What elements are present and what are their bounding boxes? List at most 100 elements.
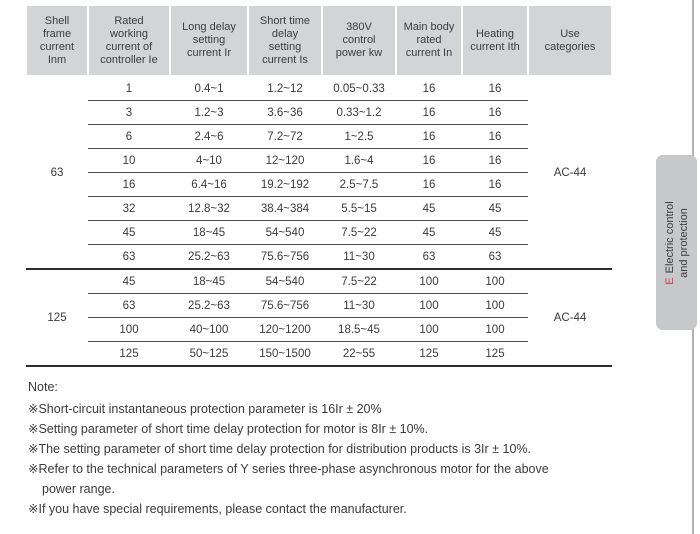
cell-long-delay-setting: 40~100 (170, 317, 248, 342)
cell-long-delay-setting: 25.2~63 (170, 293, 248, 318)
cell-control-power: 1.6~4 (322, 148, 396, 173)
cell-control-power: 1~2.5 (322, 124, 396, 149)
cell-use-category: AC-44 (528, 76, 612, 270)
col-header-heating-current: Heating current Ith (461, 4, 529, 77)
note-item: ※The setting parameter of short time del… (28, 442, 531, 456)
cell-rated-working-current: 16 (88, 172, 170, 197)
cell-shell-frame-current: 63 (26, 76, 88, 270)
table-row: 10 4~10 12~120 1.6~4 16 16 (26, 148, 612, 173)
cell-heating-current: 100 (462, 293, 528, 318)
col-header-main-body-rated-current: Main body rated current In (395, 4, 463, 77)
table-row: 6 2.4~6 7.2~72 1~2.5 16 16 (26, 124, 612, 149)
cell-main-body-rated-current: 125 (396, 341, 462, 367)
cell-long-delay-setting: 2.4~6 (170, 124, 248, 149)
cell-short-time-delay-setting: 1.2~12 (248, 76, 322, 101)
spec-table: Shell frame current Inm Rated working cu… (25, 4, 613, 367)
cell-long-delay-setting: 25.2~63 (170, 244, 248, 270)
spec-table-container: Shell frame current Inm Rated working cu… (25, 4, 613, 367)
cell-use-category: AC-44 (528, 269, 612, 367)
table-row: 3 1.2~3 3.6~36 0.33~1.2 16 16 (26, 100, 612, 125)
notes-section: Note: ※Short-circuit instantaneous prote… (28, 377, 668, 519)
cell-heating-current: 16 (462, 148, 528, 173)
cell-main-body-rated-current: 16 (396, 148, 462, 173)
cell-shell-frame-current: 125 (26, 269, 88, 367)
cell-rated-working-current: 32 (88, 196, 170, 221)
cell-rated-working-current: 45 (88, 269, 170, 294)
cell-main-body-rated-current: 100 (396, 317, 462, 342)
cell-main-body-rated-current: 100 (396, 293, 462, 318)
cell-heating-current: 16 (462, 76, 528, 101)
cell-main-body-rated-current: 100 (396, 269, 462, 294)
table-row: 125 45 18~45 54~540 7.5~22 100 100 AC-44 (26, 269, 612, 367)
cell-main-body-rated-current: 16 (396, 172, 462, 197)
cell-main-body-rated-current: 16 (396, 76, 462, 101)
table-row: 63 1 0.4~1 1.2~12 0.05~0.33 16 16 AC-44 (26, 76, 612, 270)
cell-main-body-rated-current: 63 (396, 244, 462, 270)
cell-control-power: 7.5~22 (322, 269, 396, 294)
cell-heating-current: 63 (462, 244, 528, 270)
cell-heating-current: 45 (462, 220, 528, 245)
note-item: ※Setting parameter of short time delay p… (28, 422, 429, 436)
cell-rated-working-current: 6 (88, 124, 170, 149)
cell-rated-working-current: 63 (88, 293, 170, 318)
cell-rated-working-current: 10 (88, 148, 170, 173)
cell-control-power: 22~55 (322, 341, 396, 367)
note-item: ※If you have special requirements, pleas… (28, 502, 407, 516)
cell-rated-working-current: 125 (88, 341, 170, 367)
section-tab-line2: and protection (677, 207, 690, 278)
cell-control-power: 11~30 (322, 244, 396, 270)
cell-heating-current: 16 (462, 124, 528, 149)
cell-short-time-delay-setting: 7.2~72 (248, 124, 322, 149)
cell-main-body-rated-current: 16 (396, 100, 462, 125)
section-tab-label: E Electric control and protection (663, 201, 691, 284)
cell-long-delay-setting: 18~45 (170, 269, 248, 294)
cell-main-body-rated-current: 45 (396, 196, 462, 221)
cell-long-delay-setting: 4~10 (170, 148, 248, 173)
cell-rated-working-current: 63 (88, 244, 170, 270)
cell-heating-current: 45 (462, 196, 528, 221)
cell-heating-current: 16 (462, 100, 528, 125)
cell-short-time-delay-setting: 120~1200 (248, 317, 322, 342)
section-tab-electric-control: E Electric control and protection (656, 155, 697, 330)
note-item: ※Refer to the technical parameters of Y … (28, 462, 549, 476)
col-header-use-categories: Use categories (527, 4, 613, 77)
cell-short-time-delay-setting: 75.6~756 (248, 293, 322, 318)
cell-short-time-delay-setting: 38.4~384 (248, 196, 322, 221)
cell-control-power: 0.33~1.2 (322, 100, 396, 125)
table-row: 63 25.2~63 75.6~756 11~30 100 100 (26, 293, 612, 318)
cell-rated-working-current: 3 (88, 100, 170, 125)
cell-control-power: 11~30 (322, 293, 396, 318)
cell-control-power: 2.5~7.5 (322, 172, 396, 197)
cell-control-power: 7.5~22 (322, 220, 396, 245)
cell-control-power: 18.5~45 (322, 317, 396, 342)
cell-short-time-delay-setting: 12~120 (248, 148, 322, 173)
cell-main-body-rated-current: 45 (396, 220, 462, 245)
table-row: 45 18~45 54~540 7.5~22 45 45 (26, 220, 612, 245)
section-letter: E (663, 276, 676, 285)
cell-short-time-delay-setting: 54~540 (248, 220, 322, 245)
note-item: power range. (42, 482, 115, 496)
header-row: Shell frame current Inm Rated working cu… (25, 4, 613, 77)
cell-long-delay-setting: 1.2~3 (170, 100, 248, 125)
cell-long-delay-setting: 18~45 (170, 220, 248, 245)
table-row: 63 25.2~63 75.6~756 11~30 63 63 (26, 244, 612, 270)
cell-short-time-delay-setting: 75.6~756 (248, 244, 322, 270)
col-header-long-delay-setting: Long delay setting current Ir (169, 4, 249, 77)
cell-heating-current: 100 (462, 269, 528, 294)
notes-list: ※Short-circuit instantaneous protection … (28, 399, 668, 519)
table-row: 16 6.4~16 19.2~192 2.5~7.5 16 16 (26, 172, 612, 197)
note-item: ※Short-circuit instantaneous protection … (28, 402, 382, 416)
cell-main-body-rated-current: 16 (396, 124, 462, 149)
cell-long-delay-setting: 50~125 (170, 341, 248, 367)
section-tab-line1-text: Electric control (663, 200, 676, 273)
cell-short-time-delay-setting: 3.6~36 (248, 100, 322, 125)
cell-heating-current: 16 (462, 172, 528, 197)
cell-rated-working-current: 100 (88, 317, 170, 342)
cell-long-delay-setting: 6.4~16 (170, 172, 248, 197)
cell-short-time-delay-setting: 54~540 (248, 269, 322, 294)
col-header-short-time-delay-setting: Short time delay setting current Is (247, 4, 323, 77)
cell-control-power: 0.05~0.33 (322, 76, 396, 101)
cell-heating-current: 125 (462, 341, 528, 367)
section-tab-line1: E Electric control (663, 201, 677, 284)
table-row: 32 12.8~32 38.4~384 5.5~15 45 45 (26, 196, 612, 221)
